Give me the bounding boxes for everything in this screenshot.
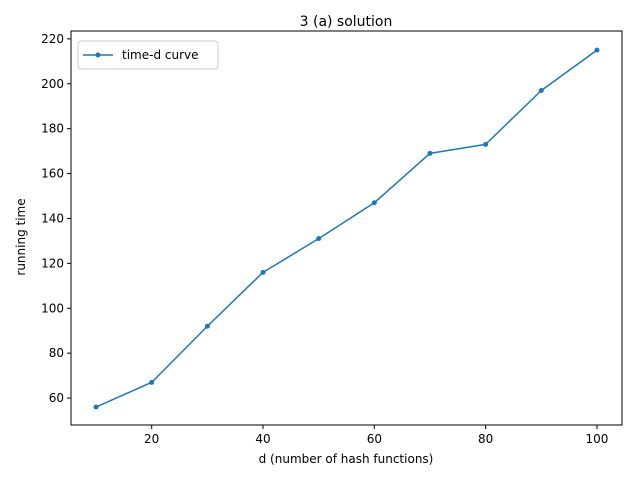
data-point (149, 379, 155, 385)
legend: time-d curve (77, 40, 219, 70)
x-tick-label: 40 (255, 432, 270, 446)
chart-title: 3 (a) solution (300, 14, 393, 30)
x-axis-ticks: 20 40 60 80 100 (144, 425, 608, 446)
series-line (95, 49, 598, 408)
legend-box (77, 40, 219, 70)
plot-area (93, 47, 600, 410)
axes-frame (70, 30, 623, 426)
data-point (204, 323, 210, 329)
data-point (594, 47, 600, 53)
x-tick-label: 20 (144, 432, 159, 446)
data-point (538, 87, 544, 93)
data-point (371, 200, 377, 206)
x-tick-label: 60 (367, 432, 382, 446)
y-axis-ticks: 60 80 100 120 140 160 180 200 220 (41, 32, 71, 405)
data-point (316, 236, 322, 242)
y-tick-label: 200 (41, 77, 64, 91)
data-point (260, 269, 266, 275)
x-tick-label: 100 (586, 432, 609, 446)
y-tick-label: 160 (41, 167, 64, 181)
y-tick-label: 80 (49, 346, 64, 360)
y-tick-label: 100 (41, 301, 64, 315)
y-axis-label: running time (14, 198, 28, 275)
data-point (483, 141, 489, 147)
x-axis-label: d (number of hash functions) (259, 452, 434, 466)
data-point (427, 150, 433, 156)
y-tick-label: 120 (41, 256, 64, 270)
legend-marker (95, 52, 101, 58)
legend-entry-time-d-curve: time-d curve (122, 48, 199, 62)
y-tick-label: 220 (41, 32, 64, 46)
data-point (93, 404, 99, 410)
x-tick-label: 80 (478, 432, 493, 446)
y-tick-label: 140 (41, 211, 64, 225)
y-tick-label: 180 (41, 122, 64, 136)
y-tick-label: 60 (49, 391, 64, 405)
